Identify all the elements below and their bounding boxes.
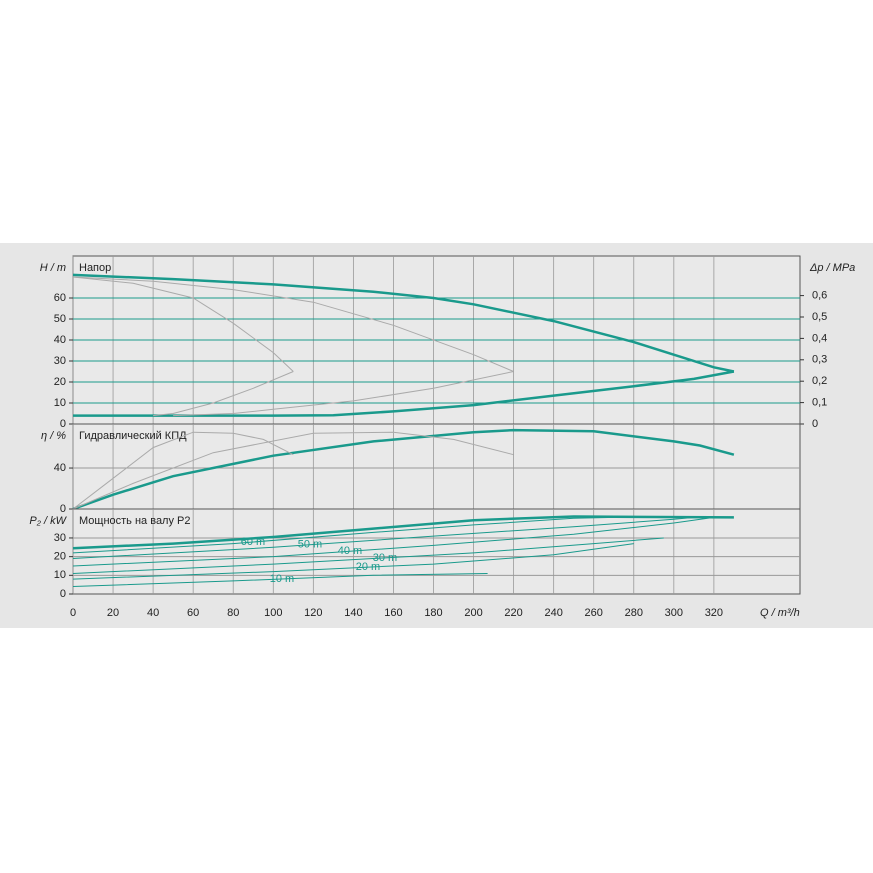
- y-tick-label: 0: [60, 418, 66, 430]
- x-tick-label: 20: [107, 607, 119, 619]
- x-tick-label: 320: [705, 607, 723, 619]
- y2-tick-label: 0,6: [812, 289, 827, 301]
- x-tick-label: 0: [70, 607, 76, 619]
- curve: [72, 273, 735, 373]
- curve: [72, 516, 694, 559]
- y-tick-label: 30: [54, 355, 66, 367]
- y2-tick-label: 0,1: [812, 397, 827, 409]
- x-tick-label: 40: [147, 607, 159, 619]
- x-tick-label: 300: [665, 607, 683, 619]
- curve: [72, 543, 634, 580]
- curve: [173, 371, 514, 417]
- x-tick-label: 260: [585, 607, 603, 619]
- y2-axis-label: Δp / MPa: [809, 262, 855, 274]
- plot-area: [72, 423, 801, 510]
- y-tick-label: 0: [60, 503, 66, 515]
- curve-label: 30 m: [373, 552, 397, 564]
- x-tick-label: 80: [227, 607, 239, 619]
- curve-label: 10 m: [270, 573, 294, 585]
- curve: [72, 431, 294, 510]
- x-tick-label: 220: [504, 607, 522, 619]
- x-tick-label: 100: [264, 607, 282, 619]
- x-tick-label: 60: [187, 607, 199, 619]
- y-axis-label: H / m: [40, 262, 66, 274]
- x-tick-label: 280: [625, 607, 643, 619]
- panel-title: Гидравлический КПД: [79, 430, 187, 442]
- y2-tick-label: 0,5: [812, 311, 827, 323]
- y2-tick-label: 0,2: [812, 375, 827, 387]
- curve: [72, 428, 735, 511]
- curve: [72, 537, 664, 574]
- panel-title: Мощность на валу P2: [79, 515, 191, 527]
- curve-label: 50 m: [298, 539, 322, 551]
- y-axis-label: η / %: [41, 430, 66, 442]
- y-tick-label: 40: [54, 462, 66, 474]
- curve: [72, 516, 714, 567]
- panel-title: Напор: [79, 262, 111, 274]
- x-tick-label: 160: [384, 607, 402, 619]
- y-tick-label: 60: [54, 292, 66, 304]
- y-tick-label: 20: [54, 551, 66, 563]
- y-tick-label: 20: [54, 376, 66, 388]
- y-tick-label: 0: [60, 588, 66, 600]
- y-axis-label: P₂ / kW: [29, 515, 67, 527]
- y-tick-label: 10: [54, 569, 66, 581]
- x-tick-label: 140: [344, 607, 362, 619]
- y-tick-label: 30: [54, 532, 66, 544]
- curve: [72, 276, 294, 372]
- x-tick-label: 120: [304, 607, 322, 619]
- curve: [73, 370, 735, 417]
- curve: [72, 573, 488, 587]
- curve: [72, 515, 734, 550]
- curve: [72, 431, 514, 510]
- y2-tick-label: 0,3: [812, 354, 827, 366]
- x-tick-label: 240: [544, 607, 562, 619]
- y-tick-label: 40: [54, 334, 66, 346]
- x-tick-label: 180: [424, 607, 442, 619]
- curve: [72, 276, 514, 372]
- x-axis-label: Q / m³/h: [760, 607, 800, 619]
- y-tick-label: 10: [54, 397, 66, 409]
- curve: [153, 371, 294, 417]
- y-tick-label: 50: [54, 313, 66, 325]
- y2-tick-label: 0,4: [812, 332, 827, 344]
- curve-label: 40 m: [338, 545, 362, 557]
- curve-label: 60 m: [241, 536, 265, 548]
- y2-tick-label: 0: [812, 418, 818, 430]
- curve-label: 20 m: [356, 561, 380, 573]
- x-tick-label: 200: [464, 607, 482, 619]
- curve: [72, 516, 614, 554]
